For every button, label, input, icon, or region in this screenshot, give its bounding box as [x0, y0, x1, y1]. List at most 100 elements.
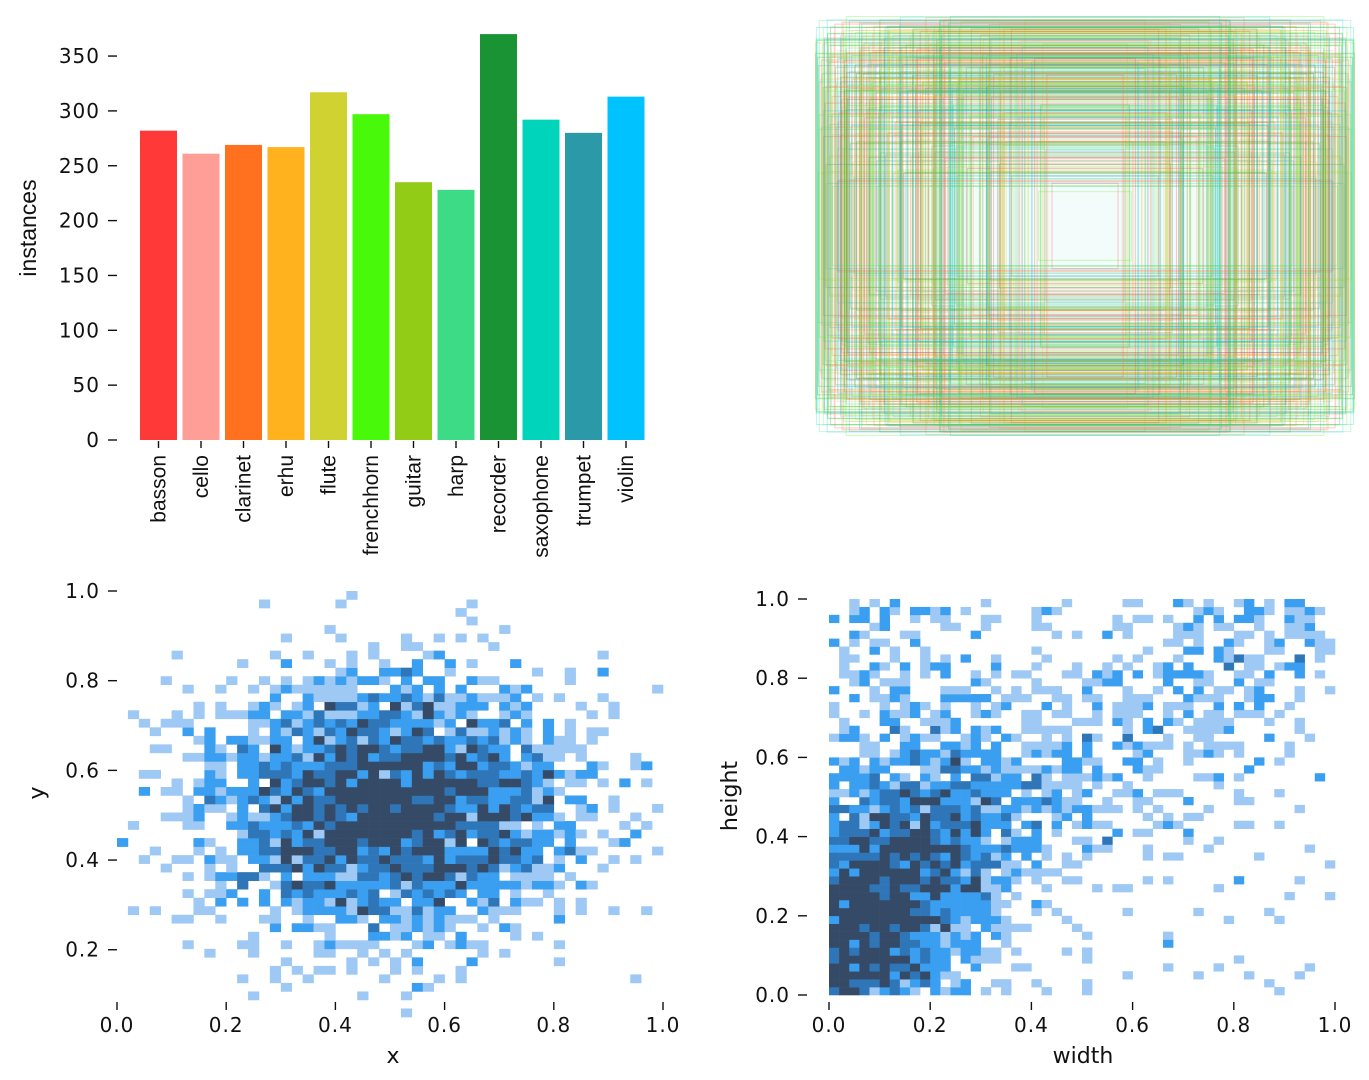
hist-cell: [1213, 781, 1224, 790]
wh-x-label: width: [1053, 1044, 1114, 1069]
hist-cell: [346, 718, 358, 728]
hist-cell: [909, 947, 921, 956]
hist-cell: [510, 923, 522, 933]
hist-cell: [455, 744, 467, 754]
bbox-rect: [843, 90, 1327, 362]
bbox-rect: [886, 25, 1284, 427]
hist-cell: [1011, 812, 1022, 822]
hist-cell: [379, 812, 391, 822]
bar-y-tick-label: 250: [59, 154, 100, 178]
hist-cell: [291, 838, 303, 847]
hist-cell: [280, 838, 293, 847]
hist-cell: [335, 599, 347, 609]
hist-cell: [499, 625, 511, 634]
hist-cell: [1324, 892, 1336, 901]
hist-cell: [1051, 820, 1063, 829]
hist-cell: [1173, 717, 1184, 727]
hist-cell: [215, 897, 227, 907]
hist-cell: [324, 821, 336, 830]
bbox-rect: [869, 51, 1301, 401]
hist-cell: [521, 710, 533, 720]
hist-cell: [1142, 717, 1154, 727]
hist-cell: [357, 710, 369, 720]
bar-x-tick-label: cello: [190, 455, 213, 498]
hist-cell: [899, 947, 911, 956]
hist-cell: [379, 727, 391, 737]
hist-cell: [930, 852, 941, 861]
hist-cell: [849, 828, 860, 837]
hist-cell: [1264, 599, 1275, 608]
hist-cell: [280, 659, 293, 668]
bbox-rect: [897, 82, 1273, 370]
hist-cell: [980, 844, 992, 853]
hist-cell: [839, 979, 850, 988]
hist-cell: [849, 630, 860, 639]
hist-cell: [368, 727, 380, 737]
hist-cell: [869, 820, 880, 829]
hist-cell: [488, 897, 500, 907]
hist-cell: [433, 633, 445, 643]
hist-cell: [226, 786, 238, 796]
hist-cell: [879, 709, 891, 719]
hist-cell: [899, 931, 911, 940]
hist-cell: [641, 761, 653, 771]
hist-cell: [990, 765, 1002, 774]
hist-cell: [1173, 789, 1184, 798]
hist-cell: [960, 686, 971, 695]
hist-cell: [839, 789, 850, 798]
hist-cell: [940, 868, 951, 877]
hist-cell: [422, 735, 434, 745]
hist-cell: [1142, 876, 1154, 885]
hist-cell: [1304, 963, 1316, 972]
hist-cell: [302, 693, 314, 703]
hist-cell: [960, 757, 971, 766]
hist-cell: [280, 846, 293, 856]
hist-cell: [889, 899, 901, 909]
hist-cell: [1243, 686, 1255, 695]
hist-cell: [960, 947, 971, 956]
bar-flute: [310, 92, 347, 440]
hist-cell: [357, 889, 369, 899]
hist-cell: [1264, 733, 1275, 742]
hist-cell: [1031, 606, 1042, 616]
hist-cell: [920, 963, 931, 972]
hist-cell: [455, 608, 467, 617]
hist-cell: [1041, 789, 1052, 798]
bbox-rect: [879, 152, 1291, 300]
hist-cell: [346, 821, 358, 830]
hist-cell: [521, 769, 533, 779]
bbox-rect: [942, 96, 1228, 356]
bbox-rect: [1043, 110, 1127, 342]
hist-cell: [849, 876, 860, 885]
hist-cell: [1274, 709, 1285, 719]
bbox-rect: [944, 61, 1226, 391]
hist-cell: [1082, 931, 1093, 940]
hist-cell: [1092, 884, 1103, 893]
y-tick-label: 0.8: [755, 666, 790, 690]
hist-cell: [258, 812, 271, 822]
hist-cell: [859, 860, 870, 869]
hist-cell: [433, 778, 445, 788]
bbox-rect: [872, 77, 1298, 375]
hist-cell: [930, 979, 941, 988]
hist-cell: [869, 907, 880, 917]
hist-cell: [1193, 717, 1204, 727]
hist-cell: [1213, 622, 1224, 631]
bbox-rect: [860, 59, 1310, 393]
hist-cell: [357, 778, 369, 788]
hist-cell: [542, 863, 555, 873]
hist-cell: [1264, 646, 1275, 655]
hist-cell: [960, 923, 971, 932]
hist-cell: [422, 897, 434, 907]
xy-x-label: x: [386, 1044, 399, 1069]
hist-cell: [531, 872, 544, 881]
hist-cell: [899, 892, 911, 901]
hist-cell: [127, 710, 140, 720]
hist-cell: [889, 654, 901, 663]
bbox-rect: [898, 55, 1272, 397]
hist-cell: [400, 829, 413, 839]
hist-cell: [422, 906, 434, 916]
hist-cell: [879, 860, 891, 869]
hist-cell: [335, 940, 347, 950]
hist-cell: [1254, 686, 1265, 695]
